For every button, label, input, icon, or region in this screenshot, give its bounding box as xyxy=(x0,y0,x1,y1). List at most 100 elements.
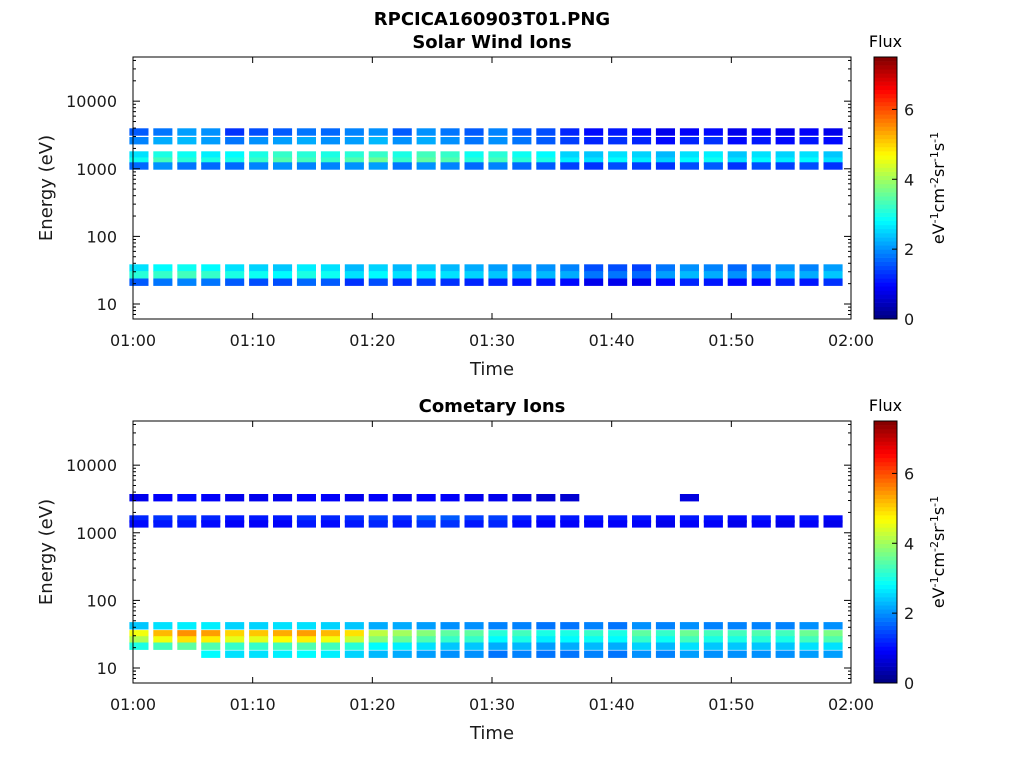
heatmap-cell xyxy=(201,271,221,279)
colorbar-segment xyxy=(874,633,897,639)
heatmap-cell xyxy=(632,271,652,279)
heatmap-cell xyxy=(368,278,388,286)
heatmap-cell xyxy=(273,650,293,658)
heatmap-cell xyxy=(608,630,628,638)
colorbar-segment xyxy=(874,666,897,672)
heatmap-cell xyxy=(703,650,723,658)
colorbar-segment xyxy=(874,151,897,156)
colorbar-segment xyxy=(874,269,897,275)
colorbar-segment xyxy=(874,183,897,189)
heatmap-cell xyxy=(129,642,149,650)
colorbar-tick-label: 2 xyxy=(904,240,914,259)
heatmap-cell xyxy=(488,630,508,638)
heatmap-cell xyxy=(703,622,723,630)
heatmap-cell xyxy=(368,494,388,502)
colorbar-segment xyxy=(874,498,897,504)
heatmap-cell xyxy=(129,157,149,165)
heatmap-cell xyxy=(464,162,484,170)
heatmap-cell xyxy=(296,157,316,165)
heatmap-cell xyxy=(464,278,484,286)
heatmap-cell xyxy=(703,636,723,644)
heatmap-cell xyxy=(560,520,580,528)
heatmap-cell xyxy=(560,151,580,159)
heatmap-cell xyxy=(632,642,652,650)
heatmap-cell xyxy=(584,271,604,279)
heatmap-cell xyxy=(201,278,221,286)
heatmap-cell xyxy=(632,137,652,145)
heatmap-cell xyxy=(201,162,221,170)
heatmap-cell xyxy=(727,636,747,644)
heatmap-cell xyxy=(560,137,580,145)
colorbar-segment xyxy=(874,130,897,136)
colorbar-segment xyxy=(874,519,897,524)
heatmap-cell xyxy=(703,271,723,279)
x-tick-label: 01:10 xyxy=(230,331,276,350)
heatmap-cell xyxy=(679,151,699,159)
heatmap-cell xyxy=(153,162,173,170)
colorbar-segment xyxy=(874,449,897,455)
colorbar-segment xyxy=(874,302,897,308)
colorbar-segment xyxy=(874,482,897,487)
heatmap-cell xyxy=(440,264,460,272)
heatmap-cell xyxy=(225,515,245,523)
heatmap-cell xyxy=(392,278,412,286)
heatmap-cell xyxy=(608,650,628,658)
heatmap-cell xyxy=(177,494,197,502)
heatmap-cell xyxy=(703,520,723,528)
colorbar-segment xyxy=(874,81,897,86)
heatmap-cell xyxy=(751,264,771,272)
heatmap-cell xyxy=(416,515,436,523)
heatmap-cell xyxy=(344,137,364,145)
heatmap-cell xyxy=(440,157,460,165)
x-tick-label: 01:30 xyxy=(469,331,515,350)
colorbar-segment xyxy=(874,261,897,267)
heatmap-cell xyxy=(296,642,316,650)
heatmap-cell xyxy=(584,151,604,159)
heatmap-cell xyxy=(320,642,340,650)
colorbar-segment xyxy=(874,257,897,262)
heatmap-cell xyxy=(129,515,149,523)
colorbar-segment xyxy=(874,502,897,508)
heatmap-cell xyxy=(273,515,293,523)
colorbar-segment xyxy=(874,592,897,598)
heatmap-cell xyxy=(775,137,795,145)
heatmap-cell xyxy=(512,494,532,502)
heatmap-cell xyxy=(416,264,436,272)
colorbar-segment xyxy=(874,310,897,316)
heatmap-cell xyxy=(392,515,412,523)
colorbar-segment xyxy=(874,613,897,618)
heatmap-cell xyxy=(560,515,580,523)
heatmap-cell xyxy=(320,515,340,523)
colorbar-tick-label: 4 xyxy=(904,170,914,189)
heatmap-cell xyxy=(273,622,293,630)
heatmap-cell xyxy=(584,162,604,170)
colorbar-segment xyxy=(874,200,897,205)
heatmap-cell xyxy=(560,264,580,272)
heatmap-cell xyxy=(273,128,293,136)
y-tick-label: 1000 xyxy=(76,160,117,179)
heatmap-cell xyxy=(440,622,460,630)
colorbar-segment xyxy=(874,437,897,442)
heatmap-cell xyxy=(320,162,340,170)
heatmap-cell xyxy=(751,650,771,658)
ylabel-cometary: Energy (eV) xyxy=(36,499,57,605)
heatmap-cell xyxy=(320,636,340,644)
heatmap-cell xyxy=(823,128,843,136)
heatmap-cell xyxy=(273,642,293,650)
heatmap-cell xyxy=(560,630,580,638)
heatmap-cell xyxy=(488,515,508,523)
colorbar-segment xyxy=(874,642,897,647)
heatmap-cell xyxy=(177,636,197,644)
heatmap-cell xyxy=(655,515,675,523)
heatmap-cell xyxy=(727,162,747,170)
heatmap-cell xyxy=(703,157,723,165)
heatmap-cell xyxy=(464,650,484,658)
heatmap-cell xyxy=(655,128,675,136)
y-tick-label: 100 xyxy=(86,591,117,610)
heatmap-cell xyxy=(129,264,149,272)
x-tick-label: 01:50 xyxy=(708,695,754,714)
heatmap-cell xyxy=(512,278,532,286)
heatmap-cell xyxy=(464,636,484,644)
heatmap-cell xyxy=(632,151,652,159)
heatmap-cell xyxy=(679,520,699,528)
